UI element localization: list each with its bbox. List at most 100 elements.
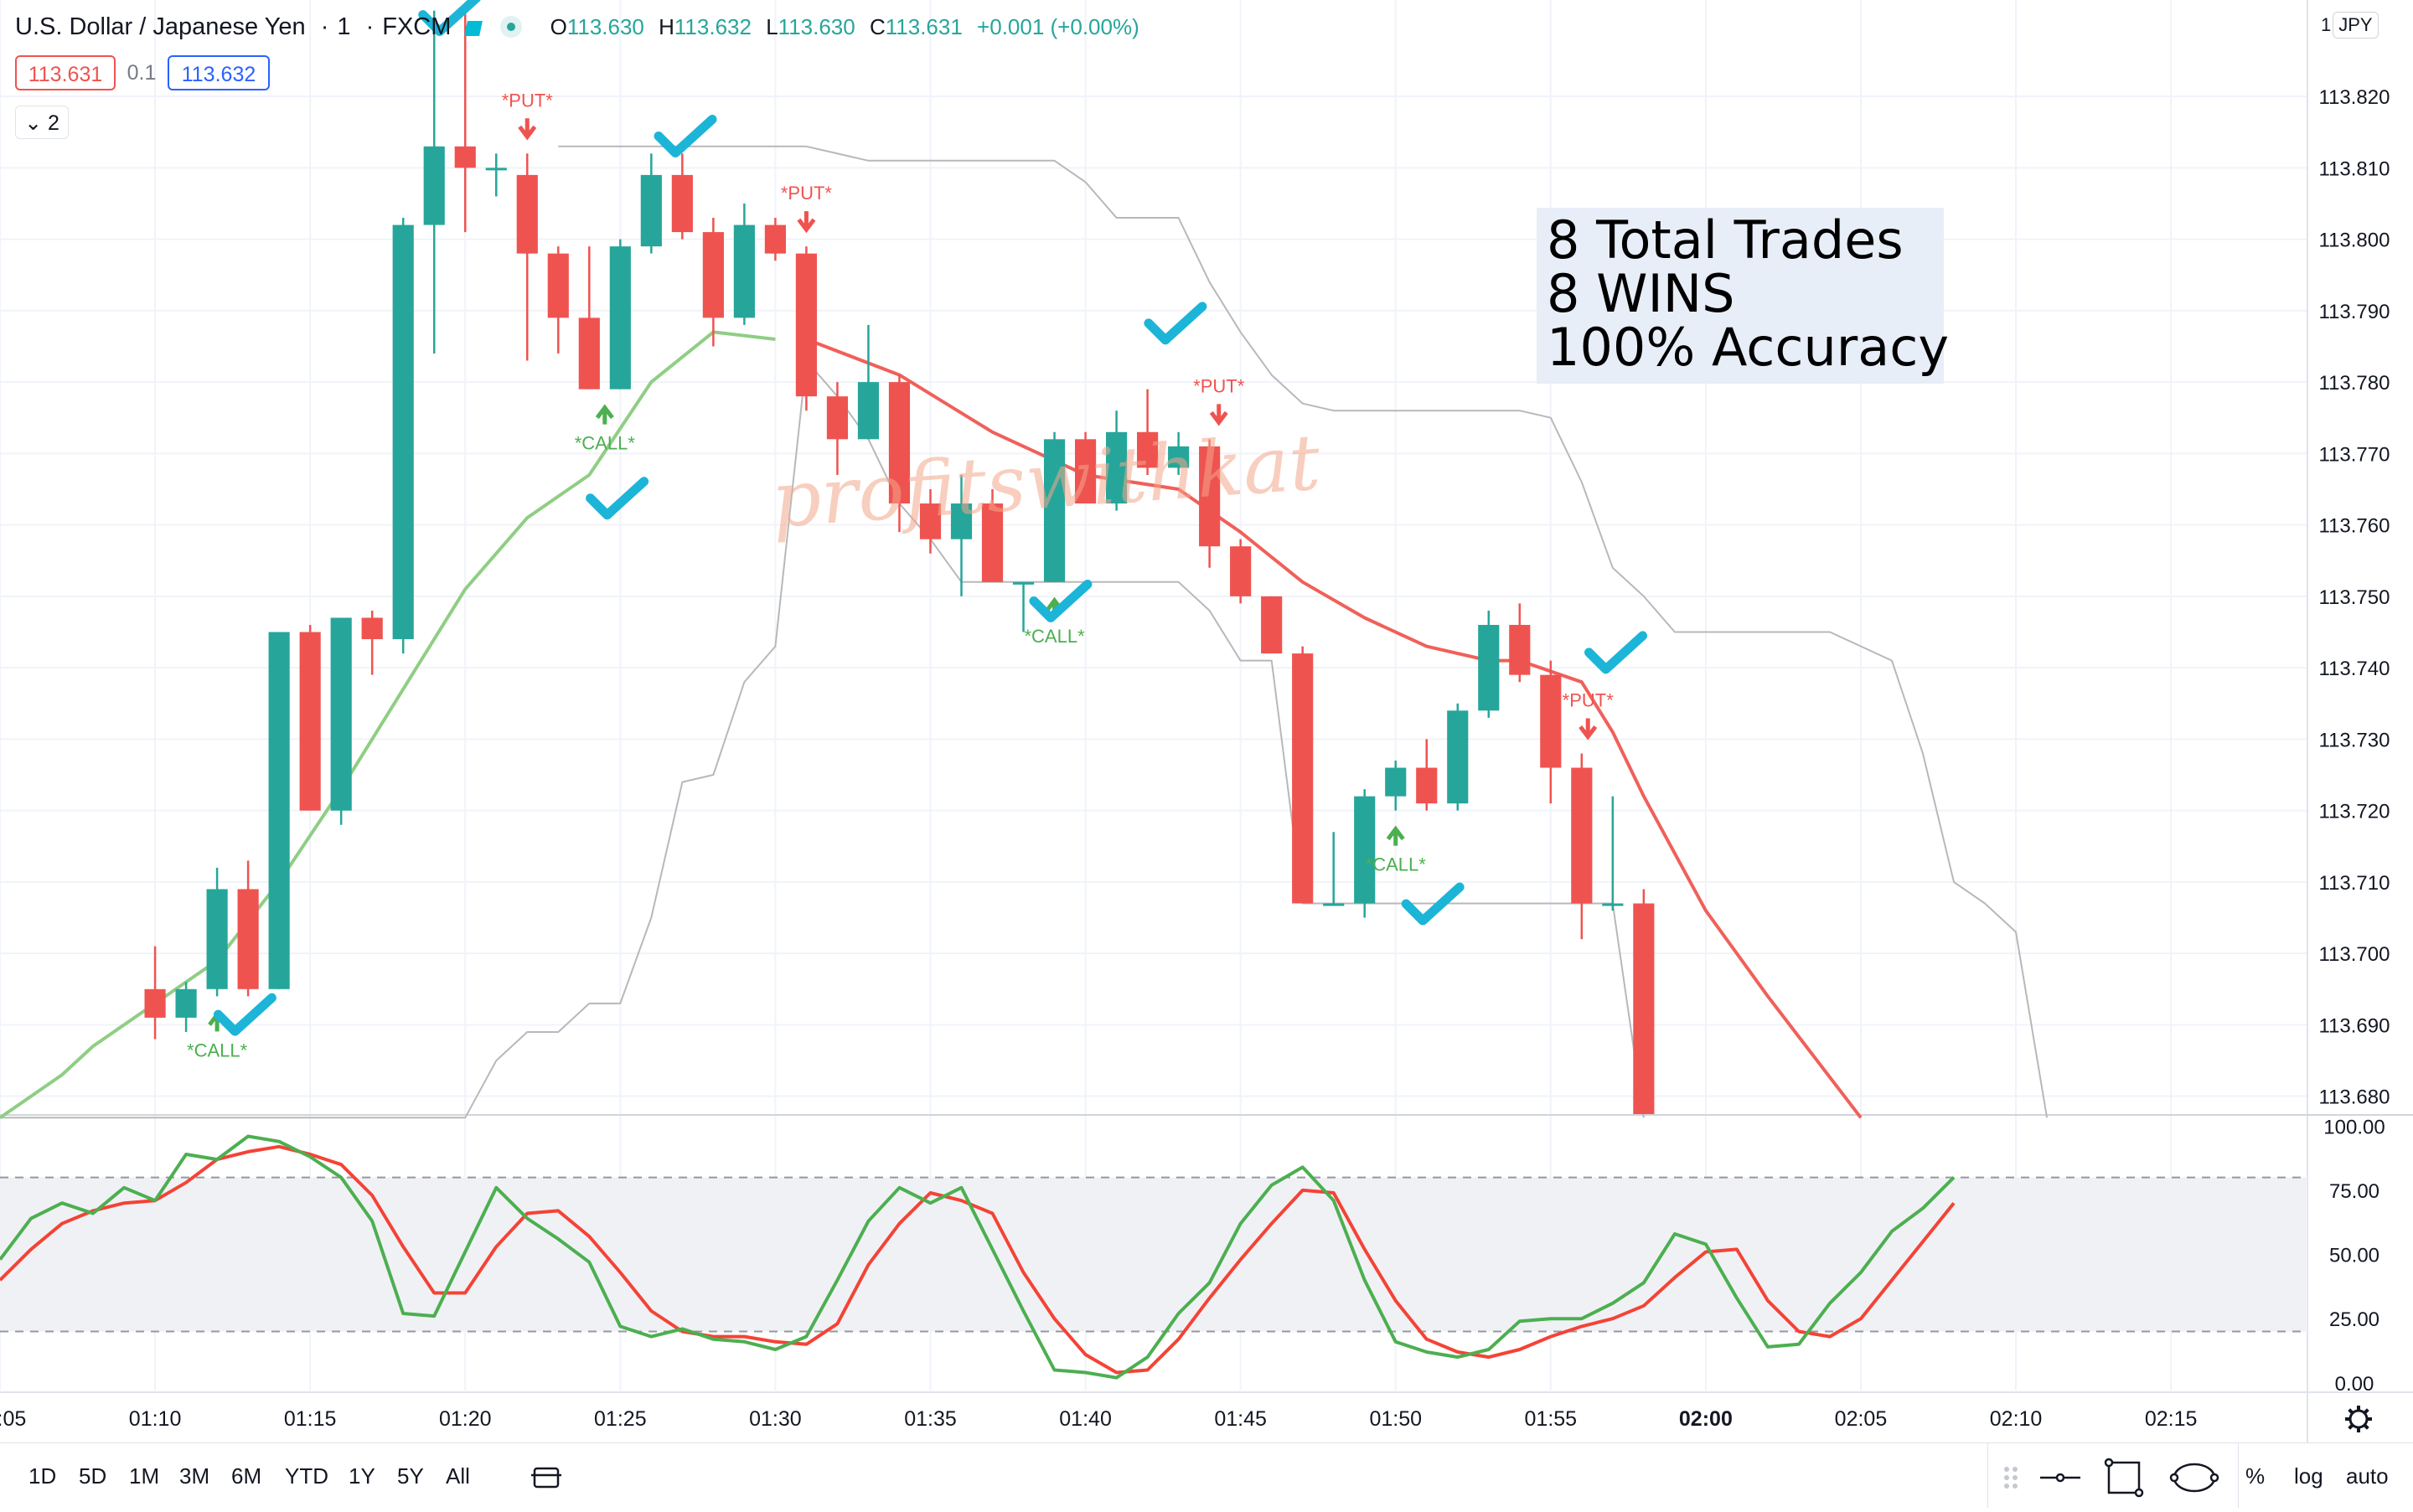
candle-body-down bbox=[516, 174, 538, 254]
candle-body-down bbox=[981, 503, 1004, 582]
time-tick-label: 01:35 bbox=[904, 1407, 957, 1431]
ema-line bbox=[0, 330, 776, 1119]
candle-body-up bbox=[206, 889, 228, 989]
candle-body-down bbox=[454, 146, 476, 168]
candle-body-up bbox=[1168, 446, 1190, 468]
gear-ring bbox=[2348, 1409, 2369, 1429]
close-value: 113.631 bbox=[885, 14, 963, 39]
price-tick-label: 113.700 bbox=[2319, 943, 2390, 966]
symbol-name[interactable]: U.S. Dollar / Japanese Yen bbox=[15, 13, 306, 40]
annotation-box bbox=[1537, 208, 1944, 384]
gear-tooth bbox=[2348, 1423, 2354, 1430]
time-axis: 01:05 01:10 01:15 01:20 01:25 01:30 01:35 01:40… bbox=[0, 1406, 2372, 1432]
candle-body-up bbox=[1354, 796, 1376, 904]
sell-button[interactable]: 113.631 bbox=[15, 55, 116, 90]
candle-body-up bbox=[1385, 767, 1407, 797]
currency-selector[interactable]: 1 JPY bbox=[2321, 12, 2379, 39]
open-label: O bbox=[550, 14, 567, 39]
rectangle-tool-icon[interactable] bbox=[2104, 1458, 2144, 1498]
candle-body-down bbox=[764, 224, 786, 254]
trade-signals: *CALL* *PUT* *CALL* *PUT* *CALL* *PUT* *CALL* *… bbox=[187, 90, 1614, 1060]
call-arrow-icon bbox=[595, 404, 614, 425]
drawing-tools bbox=[1987, 1442, 2239, 1508]
candle-body-down bbox=[1230, 546, 1252, 596]
check-icon bbox=[1144, 302, 1207, 345]
time-tick-label: 01:20 bbox=[439, 1407, 492, 1431]
candle-body-down bbox=[1540, 674, 1562, 768]
buy-button[interactable]: 113.632 bbox=[168, 55, 270, 90]
range-all[interactable]: All bbox=[446, 1463, 470, 1489]
candle-body-up bbox=[485, 168, 507, 171]
horizontal-line-tool-icon[interactable] bbox=[2040, 1473, 2080, 1483]
candle-body-down bbox=[578, 317, 600, 390]
candle-body-up bbox=[392, 224, 414, 640]
range-5y[interactable]: 5Y bbox=[397, 1463, 424, 1489]
oscillator-tick-label: 25.00 bbox=[2329, 1308, 2379, 1331]
settings-gear-icon[interactable] bbox=[2345, 1406, 2372, 1432]
indicators-count: 2 bbox=[48, 111, 59, 135]
range-6m[interactable]: 6M bbox=[231, 1463, 262, 1489]
time-tick-label: 01:30 bbox=[749, 1407, 802, 1431]
price-tick-label: 113.800 bbox=[2319, 230, 2390, 252]
stochastic-oscillator: 100.00 75.00 50.00 25.00 0.00 bbox=[0, 1116, 2385, 1396]
oscillator-tick-label: 100.00 bbox=[2323, 1116, 2385, 1138]
time-tick-label: 02:00 bbox=[1679, 1407, 1733, 1431]
put-arrow-icon bbox=[518, 118, 537, 141]
oscillator-tick-label: 50.00 bbox=[2329, 1245, 2379, 1267]
range-3m[interactable]: 3M bbox=[179, 1463, 210, 1489]
price-tick-label: 113.820 bbox=[2319, 86, 2390, 109]
range-1d[interactable]: 1D bbox=[28, 1463, 57, 1489]
range-1y[interactable]: 1Y bbox=[349, 1463, 375, 1489]
time-tick-label: 02:05 bbox=[1835, 1407, 1888, 1431]
candle-body-down bbox=[1292, 653, 1314, 904]
trade-check-marks bbox=[213, 0, 1648, 1036]
candle-body-down bbox=[1074, 439, 1097, 504]
market-status-icon[interactable] bbox=[499, 16, 522, 38]
put-arrow-icon bbox=[1579, 718, 1598, 741]
gear-tooth bbox=[2363, 1423, 2369, 1430]
check-icon bbox=[586, 477, 649, 520]
ohlc-values: O113.630 H113.632 L113.630 C113.631 +0.0… bbox=[550, 14, 1148, 39]
candle-body-down bbox=[547, 253, 569, 318]
gear-tooth bbox=[2348, 1408, 2354, 1415]
range-5d[interactable]: 5D bbox=[79, 1463, 107, 1489]
candle-body-down bbox=[1416, 767, 1438, 804]
time-tick-label: 01:05 bbox=[0, 1407, 26, 1431]
price-tick-label: 113.710 bbox=[2319, 872, 2390, 895]
candle-body-up bbox=[1602, 903, 1624, 906]
change-value: +0.001 (+0.00%) bbox=[977, 14, 1139, 39]
time-tick-label: 01:40 bbox=[1059, 1407, 1112, 1431]
interval[interactable]: 1 bbox=[337, 13, 351, 40]
auto-toggle[interactable]: auto bbox=[2346, 1463, 2389, 1489]
drag-handle-icon[interactable] bbox=[2004, 1467, 2018, 1489]
currency-code: JPY bbox=[2333, 12, 2379, 39]
check-icon bbox=[1401, 882, 1465, 926]
time-tick-label: 01:45 bbox=[1214, 1407, 1267, 1431]
symbol-header: U.S. Dollar / Japanese Yen · 1 · FXCM O113… bbox=[15, 13, 1148, 41]
range-ytd[interactable]: YTD bbox=[285, 1463, 328, 1489]
check-icon bbox=[654, 115, 717, 158]
high-label: H bbox=[659, 14, 674, 39]
percent-toggle[interactable]: % bbox=[2245, 1463, 2266, 1489]
candle-body-up bbox=[1323, 903, 1345, 906]
time-tick-label: 01:25 bbox=[594, 1407, 647, 1431]
annotation-line1: 8 Total Trades bbox=[1547, 209, 1904, 271]
candle-body-up bbox=[950, 503, 973, 539]
oscillator-tick-label: 75.00 bbox=[2329, 1180, 2379, 1203]
log-toggle[interactable]: log bbox=[2294, 1463, 2323, 1489]
spread-value: 0.1 bbox=[127, 61, 157, 85]
candle-body-down bbox=[888, 382, 911, 504]
shape-tool-icon[interactable] bbox=[2169, 1463, 2219, 1493]
put-arrow-icon bbox=[797, 211, 816, 234]
range-1m[interactable]: 1M bbox=[129, 1463, 160, 1489]
bottom-toolbar: 1D 5D 1M 3M 6M YTD 1Y 5Y All % log auto bbox=[0, 1442, 2413, 1509]
candle-body-down bbox=[237, 889, 259, 989]
candle-body-down bbox=[1571, 767, 1593, 904]
close-label: C bbox=[869, 14, 886, 39]
date-range-icon[interactable] bbox=[530, 1463, 563, 1492]
oscillator-band-fill bbox=[0, 1177, 2307, 1332]
time-tick-label: 01:55 bbox=[1525, 1407, 1578, 1431]
gear-tooth bbox=[2363, 1408, 2369, 1415]
indicators-toggle[interactable]: ⌄ 2 bbox=[15, 106, 69, 139]
